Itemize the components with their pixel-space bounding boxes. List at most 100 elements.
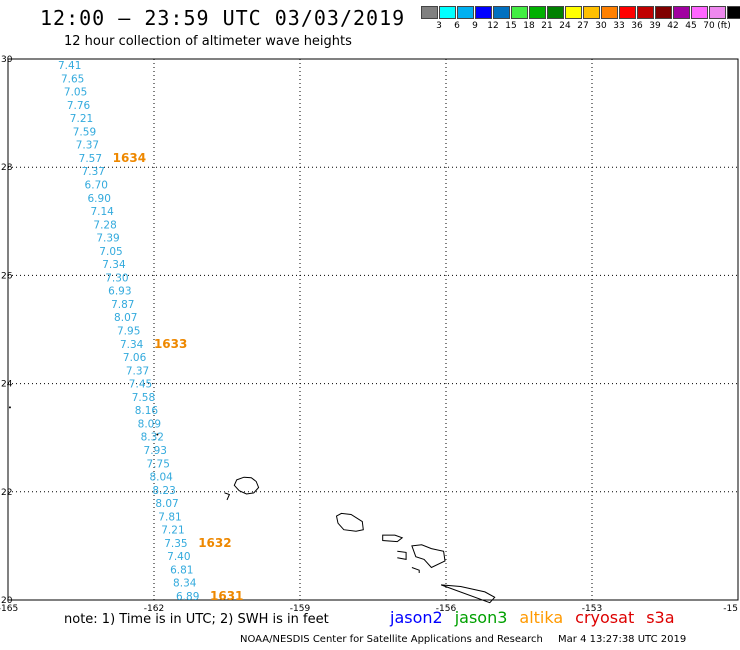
pass-number: 1633 bbox=[154, 337, 187, 351]
legend-swatch bbox=[655, 6, 672, 19]
footer-note: note: 1) Time is in UTC; 2) SWH is in fe… bbox=[64, 612, 329, 627]
legend-swatch bbox=[493, 6, 510, 19]
lon-label: -162 bbox=[144, 604, 164, 614]
lat-label: 26 bbox=[1, 271, 13, 281]
legend-swatch bbox=[637, 6, 654, 19]
swh-value: 7.30 bbox=[105, 272, 128, 284]
legend-swatch bbox=[727, 6, 740, 19]
wave-height-color-legend bbox=[421, 6, 740, 19]
swh-value: 8.16 bbox=[135, 405, 159, 417]
legend-label: 3 bbox=[436, 21, 442, 31]
legend-swatch bbox=[421, 6, 438, 19]
legend-swatch bbox=[691, 6, 708, 19]
legend-label: 27 bbox=[577, 21, 589, 31]
swh-value: 7.81 bbox=[158, 511, 181, 523]
swh-value: 7.87 bbox=[111, 299, 134, 311]
satellite-cryosat: cryosat bbox=[575, 608, 635, 627]
pass-number: 1631 bbox=[210, 589, 243, 603]
swh-value: 7.21 bbox=[70, 113, 93, 125]
legend-label: 36 bbox=[631, 21, 643, 31]
satellite-s3a: s3a bbox=[646, 608, 675, 627]
swh-value: 8.32 bbox=[141, 432, 164, 444]
island-outline bbox=[233, 476, 260, 495]
swh-value: 7.34 bbox=[102, 259, 126, 271]
swh-value: 7.40 bbox=[167, 551, 190, 563]
footer-credit: NOAA/NESDIS Center for Satellite Applica… bbox=[240, 634, 686, 645]
lon-label: -156 bbox=[436, 604, 457, 614]
island-dot bbox=[8, 406, 11, 409]
swh-value: 6.93 bbox=[108, 286, 131, 298]
satellite-legend: jason2 jason3 altika cryosat s3a bbox=[390, 608, 687, 627]
swh-value: 7.05 bbox=[64, 87, 87, 99]
island-outline bbox=[411, 567, 420, 573]
legend-label: 6 bbox=[454, 21, 460, 31]
swh-value: 8.23 bbox=[152, 485, 175, 497]
swh-value: 8.04 bbox=[149, 472, 173, 484]
island-outline bbox=[411, 544, 446, 569]
legend-label: 30 bbox=[595, 21, 607, 31]
swh-value: 7.28 bbox=[93, 219, 116, 231]
legend-swatch bbox=[547, 6, 564, 19]
lat-label: 28 bbox=[1, 163, 13, 173]
legend-swatch bbox=[673, 6, 690, 19]
lon-label: -159 bbox=[290, 604, 311, 614]
legend-label: 15 bbox=[505, 21, 517, 31]
legend-swatch bbox=[511, 6, 528, 19]
swh-value: 8.07 bbox=[114, 312, 137, 324]
lon-label: -15 bbox=[723, 604, 738, 614]
swh-value: 7.06 bbox=[123, 352, 147, 364]
swh-value: 7.57 bbox=[79, 153, 102, 165]
legend-swatch bbox=[529, 6, 546, 19]
swh-value: 7.14 bbox=[90, 206, 114, 218]
legend-swatch bbox=[619, 6, 636, 19]
swh-value: 7.39 bbox=[96, 233, 119, 245]
wave-height-legend-labels: 3 6 9 12 15 18 21 24 27 30 33 36 39 42 45 70 (ft) bbox=[421, 21, 739, 33]
swh-value: 6.70 bbox=[85, 179, 108, 191]
swh-value: 7.59 bbox=[73, 126, 96, 138]
map-frame bbox=[7, 58, 739, 601]
island-outline bbox=[397, 550, 407, 560]
satellite-altika: altika bbox=[519, 608, 564, 627]
swh-value: 8.07 bbox=[155, 498, 178, 510]
island-outline bbox=[224, 492, 231, 501]
legend-label: 24 bbox=[559, 21, 571, 31]
swh-value: 6.90 bbox=[88, 193, 111, 205]
swh-value: 7.45 bbox=[129, 379, 152, 391]
swh-value: 7.58 bbox=[132, 392, 155, 404]
legend-label: 9 bbox=[472, 21, 478, 31]
legend-label: 33 bbox=[613, 21, 625, 31]
swh-value: 7.21 bbox=[161, 525, 184, 537]
legend-label: 45 bbox=[685, 21, 697, 31]
island-outline bbox=[335, 512, 364, 532]
legend-swatch bbox=[709, 6, 726, 19]
legend-swatch bbox=[583, 6, 600, 19]
generated-timestamp: Mar 4 13:27:38 UTC 2019 bbox=[558, 634, 687, 645]
swh-value: 6.89 bbox=[176, 591, 199, 603]
legend-unit: (ft) bbox=[717, 21, 731, 31]
legend-swatch bbox=[457, 6, 474, 19]
swh-value: 8.09 bbox=[138, 418, 161, 430]
chart-title: 12:00 — 23:59 UTC 03/03/2019 bbox=[40, 6, 406, 30]
island-outline bbox=[382, 534, 404, 543]
swh-value: 7.37 bbox=[82, 166, 105, 178]
legend-label: 18 bbox=[523, 21, 535, 31]
lon-label: -165 bbox=[0, 604, 18, 614]
island-dot bbox=[156, 433, 159, 436]
lat-label: 22 bbox=[1, 488, 12, 498]
swh-value: 7.41 bbox=[58, 60, 81, 72]
legend-swatch bbox=[439, 6, 456, 19]
swh-value: 7.75 bbox=[147, 458, 170, 470]
lat-label: 20 bbox=[1, 596, 13, 606]
satellite-jason3: jason3 bbox=[454, 608, 508, 627]
legend-label: 12 bbox=[487, 21, 499, 31]
legend-label: 21 bbox=[541, 21, 553, 31]
legend-swatch bbox=[475, 6, 492, 19]
lat-label: 30 bbox=[1, 55, 13, 65]
island-outline bbox=[440, 584, 496, 604]
legend-label: 70 bbox=[703, 21, 715, 31]
pass-number: 1634 bbox=[113, 151, 146, 165]
swh-value: 7.37 bbox=[76, 140, 99, 152]
swh-value: 7.65 bbox=[61, 73, 84, 85]
swh-value: 7.95 bbox=[117, 326, 140, 338]
legend-label: 39 bbox=[649, 21, 661, 31]
